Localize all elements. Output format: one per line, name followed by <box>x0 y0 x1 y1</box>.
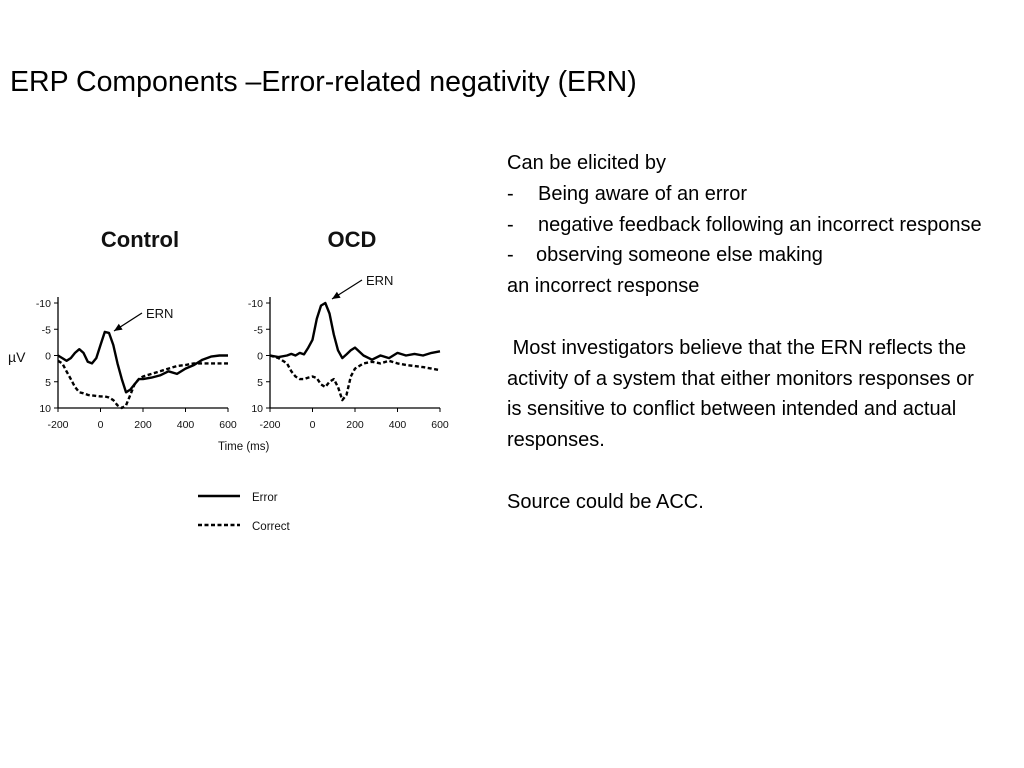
explanation-paragraph: Most investigators believe that the ERN … <box>507 336 980 452</box>
chart-title: Control <box>101 227 179 252</box>
bullet-dash: - <box>507 182 514 205</box>
chart-control: Control -10 -5 0 5 10 -200 0 200 400 600 ERN <box>36 227 237 431</box>
series-line-error <box>269 301 441 361</box>
bullet-item: - negative feedback following an incorre… <box>507 210 1017 241</box>
bullet-item: - Being aware of an error <box>507 179 1017 210</box>
y-tick-label: -5 <box>254 324 263 336</box>
bullet-text: Being aware of an error <box>538 182 748 205</box>
bullet-continuation: an incorrect response <box>507 275 700 298</box>
chart-title: OCD <box>328 227 377 252</box>
bullet-dash: - <box>507 244 514 267</box>
x-tick-label: 0 <box>310 419 316 431</box>
x-tick-label: 400 <box>389 419 407 431</box>
y-tick-label: 0 <box>45 351 51 363</box>
source-text: Source could be ACC. <box>507 490 704 513</box>
y-tick-label: 10 <box>251 403 263 415</box>
y-axis-label: µV <box>8 349 26 365</box>
x-tick-label: 600 <box>431 419 449 431</box>
y-tick-label: 10 <box>39 403 51 415</box>
y-tick-label: -10 <box>36 298 51 310</box>
slide-title: ERP Components –Error-related negativity… <box>10 66 637 98</box>
body-text: Can be elicited by - Being aware of an e… <box>507 148 1017 518</box>
x-tick-label: -200 <box>47 419 68 431</box>
x-tick-label: 400 <box>177 419 195 431</box>
y-tick-label: 5 <box>45 377 51 389</box>
series-line-correct <box>269 354 441 402</box>
erp-figure: Control -10 -5 0 5 10 -200 0 200 400 600 ERN OCD -10… <box>8 227 449 533</box>
series-line-error <box>57 330 228 394</box>
x-tick-label: -200 <box>259 419 280 431</box>
legend-error-label: Error <box>252 492 278 504</box>
bullet-item: - observing someone else making <box>507 240 1017 271</box>
series-line-correct <box>57 359 228 410</box>
bullet-text: negative feedback following an incorrect… <box>538 213 982 236</box>
x-tick-label: 600 <box>219 419 237 431</box>
x-axis-label: Time (ms) <box>218 441 269 453</box>
legend: Error Correct <box>198 492 291 533</box>
chart-ocd: OCD -10 -5 0 5 10 -200 0 200 400 600 ERN <box>248 227 449 431</box>
y-tick-label: 5 <box>257 377 263 389</box>
ern-arrow-head <box>114 323 123 331</box>
y-tick-label: -10 <box>248 298 263 310</box>
y-tick-label: -5 <box>42 324 51 336</box>
legend-correct-label: Correct <box>252 521 291 533</box>
bullet-text: observing someone else making <box>536 244 823 267</box>
y-tick-label: 0 <box>257 351 263 363</box>
bullet-dash: - <box>507 213 514 236</box>
ern-annotation-label: ERN <box>366 273 393 288</box>
ern-annotation-label: ERN <box>146 306 173 321</box>
ern-arrow-head <box>332 291 341 299</box>
intro-text: Can be elicited by <box>507 152 666 174</box>
x-tick-label: 200 <box>346 419 364 431</box>
x-tick-label: 0 <box>98 419 104 431</box>
x-tick-label: 200 <box>134 419 152 431</box>
